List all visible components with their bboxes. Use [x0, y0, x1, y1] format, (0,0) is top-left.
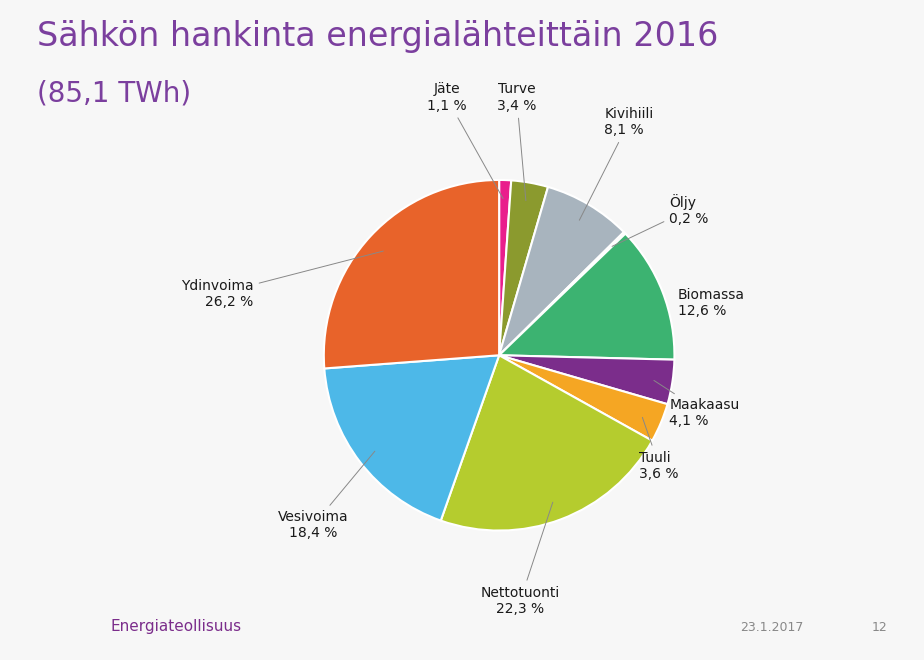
Text: Energiateollisuus: Energiateollisuus: [111, 618, 242, 634]
Wedge shape: [499, 232, 626, 355]
Wedge shape: [499, 355, 675, 404]
Text: Tuuli
3,6 %: Tuuli 3,6 %: [639, 417, 679, 481]
Wedge shape: [499, 355, 667, 441]
Text: Sähkön hankinta energialähteittäin 2016: Sähkön hankinta energialähteittäin 2016: [37, 20, 718, 53]
Wedge shape: [441, 355, 652, 531]
Text: Öljy
0,2 %: Öljy 0,2 %: [612, 193, 709, 246]
Text: Vesivoima
18,4 %: Vesivoima 18,4 %: [278, 451, 375, 541]
Text: Nettotuonti
22,3 %: Nettotuonti 22,3 %: [480, 502, 560, 616]
Wedge shape: [323, 180, 499, 368]
Text: 23.1.2017: 23.1.2017: [740, 620, 804, 634]
Text: 12: 12: [871, 620, 887, 634]
Text: Ydinvoima
26,2 %: Ydinvoima 26,2 %: [181, 251, 383, 309]
Wedge shape: [499, 187, 624, 355]
Text: Turve
3,4 %: Turve 3,4 %: [497, 82, 536, 201]
Text: Biomassa
12,6 %: Biomassa 12,6 %: [678, 288, 745, 317]
Wedge shape: [324, 355, 499, 521]
Wedge shape: [499, 234, 675, 360]
Wedge shape: [499, 180, 548, 355]
Wedge shape: [499, 180, 511, 355]
Text: Kivihiili
8,1 %: Kivihiili 8,1 %: [579, 107, 653, 220]
Text: (85,1 TWh): (85,1 TWh): [37, 79, 191, 107]
Text: Maakaasu
4,1 %: Maakaasu 4,1 %: [654, 380, 739, 428]
Text: Jäte
1,1 %: Jäte 1,1 %: [427, 82, 503, 199]
